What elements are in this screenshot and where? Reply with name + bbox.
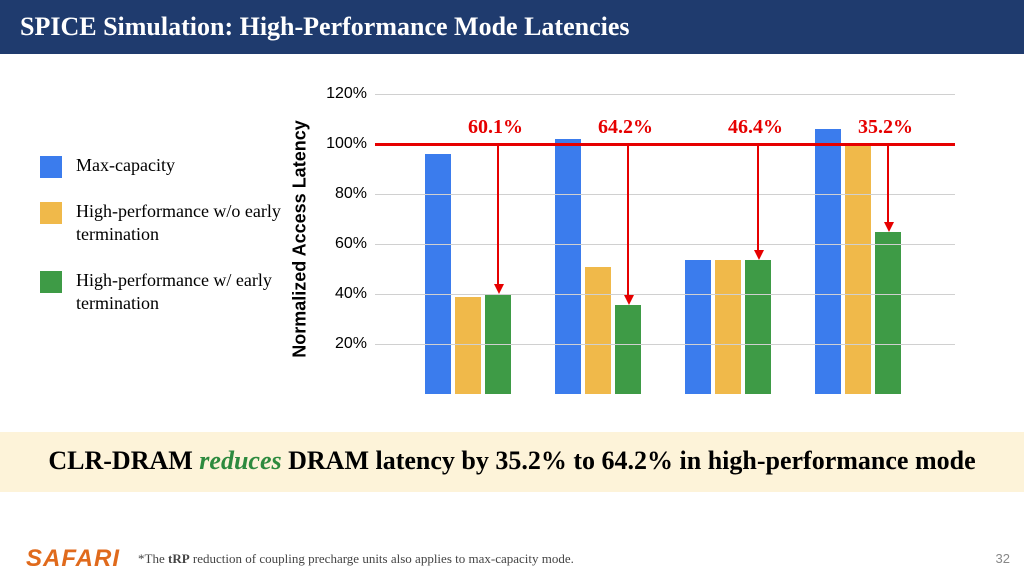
chart: Normalized Access Latency 20%40%60%80%10…	[310, 64, 980, 414]
legend-label: High-performance w/o early termination	[76, 200, 300, 247]
plot-area: 20%40%60%80%100%120%60.1%64.2%46.4%35.2%	[375, 94, 955, 394]
arrow-head-icon	[754, 250, 764, 260]
legend-swatch	[40, 271, 62, 293]
bar	[845, 144, 871, 394]
reference-line	[375, 143, 955, 146]
y-tick-label: 20%	[335, 335, 375, 353]
safari-logo: SAFARI	[26, 545, 120, 573]
y-tick-label: 40%	[335, 285, 375, 303]
arrow-head-icon	[884, 222, 894, 232]
callout-suffix: DRAM latency by 35.2% to 64.2% in high-p…	[282, 446, 976, 475]
legend-item: High-performance w/ early termination	[40, 269, 300, 316]
page-number: 32	[996, 551, 1010, 566]
bar	[715, 260, 741, 394]
arrow-line	[757, 144, 759, 252]
reduction-annotation: 64.2%	[598, 116, 653, 139]
bar	[685, 260, 711, 394]
arrow-line	[627, 144, 629, 297]
legend-item: Max-capacity	[40, 154, 300, 178]
arrow-line	[497, 144, 499, 286]
callout-banner: CLR-DRAM reduces DRAM latency by 35.2% t…	[0, 432, 1024, 492]
content-row: Max-capacity High-performance w/o early …	[0, 54, 1024, 414]
legend-item: High-performance w/o early termination	[40, 200, 300, 247]
slide-title: SPICE Simulation: High-Performance Mode …	[0, 0, 1024, 54]
legend-label: High-performance w/ early termination	[76, 269, 300, 316]
y-tick-label: 60%	[335, 235, 375, 253]
y-tick-label: 80%	[335, 185, 375, 203]
arrow-head-icon	[494, 284, 504, 294]
reduction-annotation: 60.1%	[468, 116, 523, 139]
legend-label: Max-capacity	[76, 154, 175, 177]
arrow-line	[887, 144, 889, 224]
bar	[875, 232, 901, 394]
y-axis-label: Normalized Access Latency	[290, 120, 311, 357]
arrow-head-icon	[624, 295, 634, 305]
bar	[615, 305, 641, 395]
y-tick-label: 120%	[326, 85, 375, 103]
footnote: *The tRP reduction of coupling precharge…	[138, 551, 574, 567]
callout-emphasis: reduces	[199, 446, 281, 475]
bar	[815, 129, 841, 394]
bar	[745, 260, 771, 394]
bar	[425, 154, 451, 394]
bar	[585, 267, 611, 395]
y-tick-label: 100%	[326, 135, 375, 153]
bar	[555, 139, 581, 394]
bar	[455, 297, 481, 395]
legend-swatch	[40, 156, 62, 178]
footer: SAFARI *The tRP reduction of coupling pr…	[0, 542, 1024, 576]
callout-prefix: CLR-DRAM	[48, 446, 199, 475]
reduction-annotation: 35.2%	[858, 116, 913, 139]
legend: Max-capacity High-performance w/o early …	[0, 64, 310, 414]
legend-swatch	[40, 202, 62, 224]
reduction-annotation: 46.4%	[728, 116, 783, 139]
